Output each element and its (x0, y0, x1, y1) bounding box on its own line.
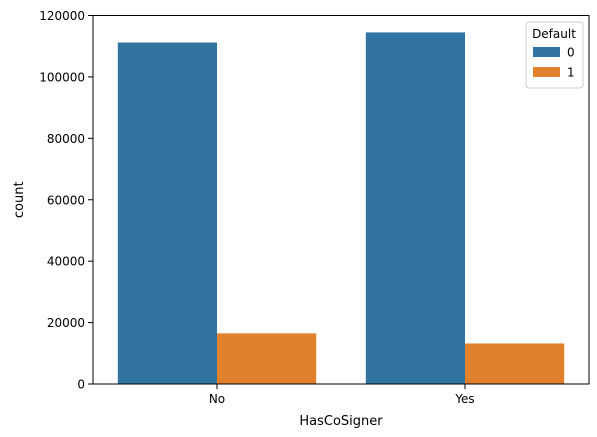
bar-no-default-0 (117, 42, 217, 384)
legend-label-0: 0 (567, 46, 575, 60)
y-tick-label: 60000 (47, 193, 85, 207)
plot-frame (92, 15, 590, 385)
x-tick-label: Yes (454, 392, 474, 406)
legend-title: Default (532, 27, 576, 41)
bars-group (117, 32, 565, 384)
bar-yes-default-0 (365, 32, 465, 384)
y-tick-label: 120000 (39, 9, 85, 23)
y-tick-label: 20000 (47, 316, 85, 330)
y-tick-label: 40000 (47, 255, 85, 269)
bar-no-default-1 (217, 333, 317, 384)
bar-yes-default-1 (465, 343, 565, 384)
y-tick-label: 100000 (39, 70, 85, 84)
x-tick-label: No (209, 392, 225, 406)
legend-swatch-0 (533, 47, 560, 57)
y-tick-label: 0 (77, 378, 85, 392)
y-axis-label: count (12, 181, 27, 218)
y-axis: 0 20000 40000 60000 80000 100000 120000 (39, 9, 93, 392)
legend: Default 0 1 (525, 21, 584, 89)
y-tick-label: 80000 (47, 132, 85, 146)
x-axis: No Yes (209, 384, 475, 406)
x-axis-label: HasCoSigner (299, 414, 383, 429)
legend-swatch-1 (533, 67, 560, 77)
legend-label-1: 1 (567, 66, 575, 80)
